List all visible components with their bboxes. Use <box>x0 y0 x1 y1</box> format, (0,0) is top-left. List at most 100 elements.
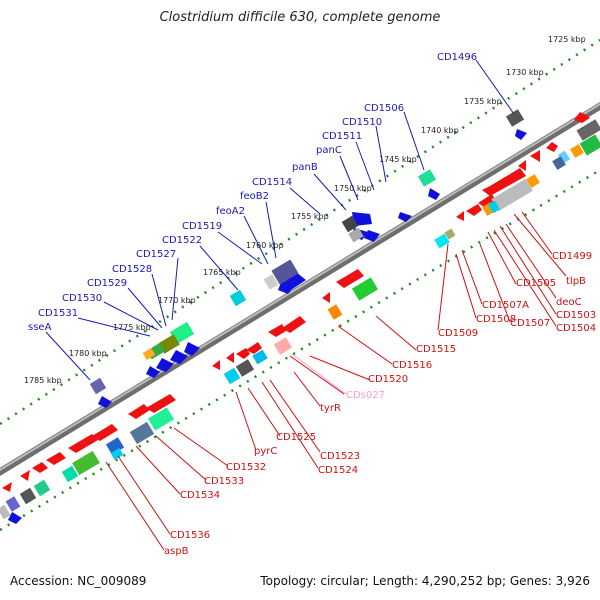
gene-label-reverse[interactable]: CD1509 <box>438 328 478 339</box>
gene-label-rna[interactable]: CDs027 <box>346 390 385 401</box>
gene-arrow-reverse[interactable] <box>236 348 250 359</box>
feature-block[interactable] <box>505 109 525 127</box>
feature-block[interactable] <box>434 233 450 249</box>
gene-arrow-forward[interactable] <box>146 366 160 378</box>
gene-label-forward[interactable]: CD1527 <box>136 249 176 260</box>
feature-block[interactable] <box>341 215 359 233</box>
feature-block[interactable] <box>61 465 79 483</box>
gene-label-reverse[interactable]: CD1505 <box>516 278 556 289</box>
gene-label-reverse[interactable]: CD1516 <box>392 360 432 371</box>
gene-arrow-reverse[interactable] <box>212 360 220 370</box>
gene-arrow-reverse[interactable] <box>128 404 150 419</box>
gene-label-forward[interactable]: panB <box>292 162 318 173</box>
gene-arrow-reverse[interactable] <box>226 352 234 363</box>
gene-arrow-forward[interactable] <box>8 512 22 524</box>
gene-label-forward[interactable]: CD1510 <box>342 117 382 128</box>
feature-block[interactable] <box>142 347 156 361</box>
gene-arrow-reverse[interactable] <box>336 269 364 288</box>
gene-label-reverse[interactable]: CD1533 <box>204 476 244 487</box>
gene-label-forward[interactable]: CD1530 <box>62 293 102 304</box>
feature-block[interactable] <box>487 200 501 214</box>
feature-block[interactable] <box>89 377 107 395</box>
gene-label-forward[interactable]: CD1529 <box>87 278 127 289</box>
gene-arrow-forward[interactable] <box>398 212 412 222</box>
gene-label-forward[interactable]: CD1511 <box>322 131 362 142</box>
gene-arrow-reverse[interactable] <box>32 462 48 473</box>
gene-arrow-reverse[interactable] <box>456 211 464 221</box>
gene-arrow-forward[interactable] <box>156 358 174 372</box>
feature-block[interactable] <box>579 134 600 156</box>
feature-block[interactable] <box>252 349 268 365</box>
feature-block[interactable] <box>552 156 566 170</box>
gene-arrow-forward[interactable] <box>428 188 440 200</box>
gene-label-reverse[interactable]: CD1504 <box>556 323 596 334</box>
gene-arrow-reverse[interactable] <box>482 168 526 196</box>
gene-arrow-forward[interactable] <box>278 280 294 294</box>
gene-label-reverse[interactable]: CD1534 <box>180 490 220 501</box>
gene-label-reverse[interactable]: CD1524 <box>318 465 358 476</box>
feature-block[interactable] <box>19 487 37 505</box>
gene-arrow-reverse[interactable] <box>20 470 30 481</box>
gene-label-forward[interactable]: CD1514 <box>252 177 292 188</box>
feature-block[interactable] <box>348 227 364 243</box>
gene-label-reverse[interactable]: tlpB <box>566 276 586 287</box>
feature-block[interactable] <box>570 144 584 158</box>
feature-block[interactable] <box>526 174 540 188</box>
gene-arrow-reverse[interactable] <box>574 112 590 123</box>
feature-block[interactable] <box>271 259 299 285</box>
gene-label-forward[interactable]: CD1506 <box>364 103 404 114</box>
gene-label-reverse[interactable]: aspB <box>164 546 189 557</box>
gene-arrow-forward[interactable] <box>98 396 112 408</box>
feature-block[interactable] <box>557 150 571 164</box>
feature-block[interactable] <box>105 437 125 455</box>
feature-block[interactable] <box>273 337 293 355</box>
gene-label-reverse[interactable]: CD1499 <box>552 251 592 262</box>
gene-arrow-reverse[interactable] <box>466 204 482 216</box>
gene-label-reverse[interactable]: deoC <box>556 297 582 308</box>
gene-label-reverse[interactable]: CD1507 <box>510 318 550 329</box>
gene-label-forward[interactable]: CD1519 <box>182 221 222 232</box>
feature-block[interactable] <box>417 169 437 187</box>
gene-label-forward[interactable]: CD1522 <box>162 235 202 246</box>
feature-block[interactable] <box>223 367 241 385</box>
gene-arrow-forward[interactable] <box>364 230 380 242</box>
gene-label-reverse[interactable]: pyrC <box>254 446 277 457</box>
feature-block[interactable] <box>33 479 51 497</box>
gene-arrow-forward[interactable] <box>352 212 372 226</box>
gene-label-reverse[interactable]: CD1520 <box>368 374 408 385</box>
feature-block[interactable] <box>263 274 279 290</box>
feature-block[interactable] <box>491 178 533 212</box>
gene-label-reverse[interactable]: CD1523 <box>320 451 360 462</box>
gene-arrow-reverse[interactable] <box>282 316 306 333</box>
gene-arrow-reverse[interactable] <box>546 142 558 152</box>
feature-block[interactable] <box>0 504 11 520</box>
feature-block[interactable] <box>229 289 247 307</box>
gene-arrow-reverse[interactable] <box>530 150 540 162</box>
gene-label-reverse[interactable]: CD1536 <box>170 530 210 541</box>
feature-block[interactable] <box>110 447 124 461</box>
gene-label-reverse[interactable]: tyrR <box>320 403 341 414</box>
gene-label-forward[interactable]: CD1531 <box>38 308 78 319</box>
feature-block[interactable] <box>444 228 456 240</box>
gene-arrow-reverse[interactable] <box>478 194 496 208</box>
feature-block[interactable] <box>351 277 379 301</box>
gene-label-reverse[interactable]: CD1532 <box>226 462 266 473</box>
gene-label-forward[interactable]: panC <box>316 145 342 156</box>
gene-label-forward[interactable]: feoB2 <box>240 191 269 202</box>
feature-block[interactable] <box>327 304 343 320</box>
gene-label-forward[interactable]: sseA <box>28 322 52 333</box>
feature-block[interactable] <box>235 359 255 377</box>
gene-label-reverse[interactable]: CD1515 <box>416 344 456 355</box>
feature-block[interactable] <box>147 407 175 431</box>
gene-arrow-reverse[interactable] <box>46 452 66 465</box>
gene-arrow-forward[interactable] <box>170 350 188 364</box>
feature-block[interactable] <box>576 119 600 141</box>
gene-label-reverse[interactable]: CD1507A <box>482 300 529 311</box>
gene-arrow-reverse[interactable] <box>146 394 176 413</box>
feature-block[interactable] <box>129 421 155 445</box>
feature-block[interactable] <box>72 450 100 476</box>
feature-block[interactable] <box>5 496 21 512</box>
gene-arrow-reverse[interactable] <box>268 324 286 337</box>
gene-arrow-reverse[interactable] <box>322 292 330 303</box>
gene-arrow-reverse[interactable] <box>68 434 98 453</box>
